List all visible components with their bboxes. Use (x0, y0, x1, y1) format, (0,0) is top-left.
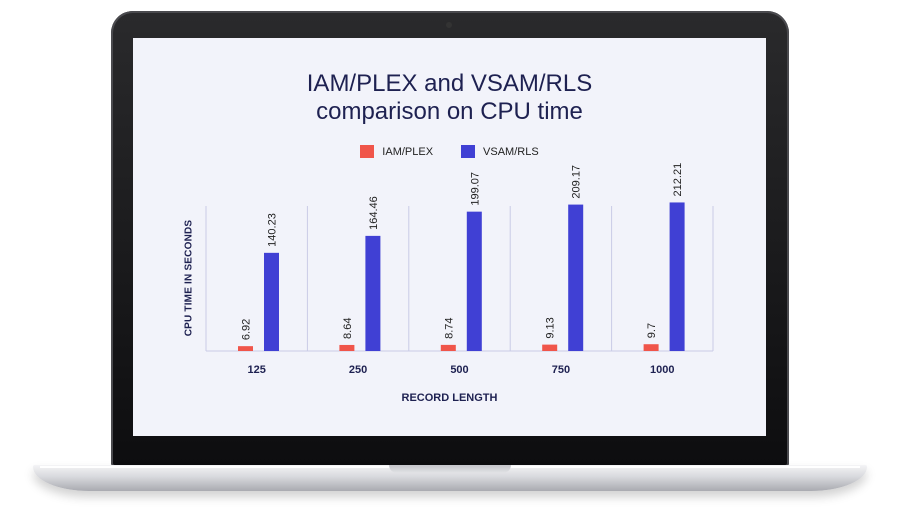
camera-icon (446, 22, 452, 28)
bar-iam-plex (643, 344, 659, 351)
data-label: 164.46 (368, 196, 380, 230)
x-tick-label: 250 (349, 364, 367, 376)
x-tick-label: 1000 (650, 364, 674, 376)
legend: IAM/PLEX VSAM/RLS (133, 145, 766, 158)
data-label: 209.17 (571, 165, 583, 199)
bar-vsam-rls (669, 202, 685, 351)
legend-item-iam-plex: IAM/PLEX (360, 145, 433, 158)
legend-swatch-vsam-rls (461, 145, 476, 158)
legend-swatch-iam-plex (360, 145, 375, 158)
data-label: 8.64 (342, 318, 354, 339)
data-label: 212.21 (672, 163, 684, 197)
bar-vsam-rls (568, 204, 584, 351)
bar-chart: 6.92 140.23 125 8.64 164.46 250 8.74 199.07 500 9… (205, 163, 714, 376)
bar-vsam-rls (264, 252, 279, 351)
legend-label-iam-plex: IAM/PLEX (382, 145, 434, 158)
bar-iam-plex (339, 344, 355, 351)
legend-item-vsam-rls: VSAM/RLS (461, 145, 539, 158)
bar-vsam-rls (466, 211, 482, 351)
chart-title-line1: IAM/PLEX and VSAM/RLS (306, 70, 593, 97)
x-tick-label: 750 (552, 364, 570, 376)
laptop-notch (389, 465, 511, 473)
data-label: 9.13 (545, 317, 557, 338)
bar-iam-plex (440, 344, 456, 351)
legend-label-vsam-rls: VSAM/RLS (483, 145, 539, 158)
data-label: 8.74 (443, 317, 455, 338)
data-label: 140.23 (267, 213, 279, 247)
x-tick-label: 125 (248, 364, 266, 376)
chart-title-line2: comparison on CPU time (316, 98, 583, 125)
screen: IAM/PLEX and VSAM/RLS comparison on CPU … (133, 38, 766, 436)
bar-vsam-rls (365, 235, 381, 351)
data-label: 6.92 (241, 319, 253, 340)
bar-iam-plex (238, 346, 253, 351)
x-axis-label: RECORD LENGTH (401, 392, 498, 404)
x-tick-label: 500 (450, 364, 468, 376)
data-label: 9.7 (646, 323, 658, 338)
bar-iam-plex (542, 344, 558, 351)
data-label: 199.07 (469, 172, 481, 206)
